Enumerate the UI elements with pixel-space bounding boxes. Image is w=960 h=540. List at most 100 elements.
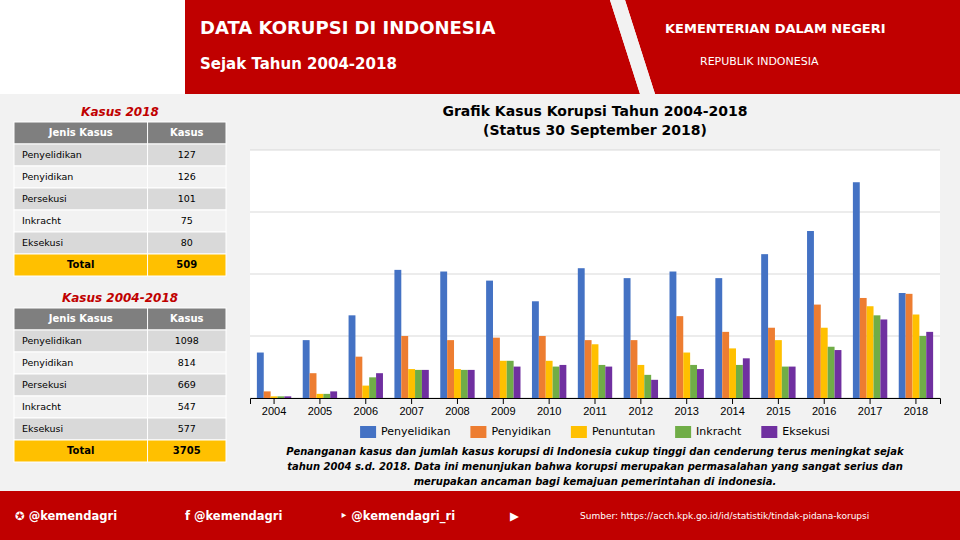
x-tick: 2013 [674,398,698,417]
table: Kasus 2018Jenis KasusKasusPenyelidikan12… [14,105,226,277]
header-subtitle: Sejak Tahun 2004-2018 [200,55,397,73]
table-value: 75 [181,215,193,226]
chart-subtitle: (Status 30 September 2018) [483,122,707,138]
footer-social: ▶ [510,509,519,523]
bar-series [271,306,920,398]
plot-bg [250,150,940,398]
table-label: Total [67,259,94,270]
table-header: Kasus [170,313,204,324]
bar [631,340,638,398]
x-tick-mark [778,398,779,404]
bar [867,306,874,398]
bars [257,182,933,398]
legend-item: Penyelidikan [360,425,450,438]
legend-label: Penyidikan [491,425,551,438]
table-value: 814 [178,357,196,368]
table-header-cell [14,122,226,144]
bar [316,394,323,398]
bar [736,365,743,398]
grid-line [250,150,940,151]
header-bg [0,0,960,94]
bar-series [278,315,927,398]
bar [683,353,690,398]
legend-swatch [675,426,691,438]
x-tick-mark [595,398,596,404]
x-tick: 2004 [262,398,286,417]
table-label: Penyidikan [22,171,73,182]
grid-line [250,212,940,213]
bar [789,367,796,398]
bar [278,396,285,398]
bar-series [264,294,913,398]
table-value: 127 [178,149,196,160]
table-header: Jenis Kasus [48,127,113,138]
table-divider [147,122,148,144]
x-tick: 2007 [399,398,423,417]
bar [828,347,835,398]
bar [271,396,278,398]
table-row [14,188,226,210]
legend-item: Inkracht [675,425,742,438]
legend-label: Penyelidikan [381,425,450,438]
bar [874,315,881,398]
bar [651,380,658,398]
table-value: 3705 [173,445,201,456]
x-tick-label: 2009 [491,405,515,417]
x-tick-mark [640,398,641,404]
legend-swatch [761,426,777,438]
table-value: 509 [176,259,197,270]
table-value: 669 [178,379,196,390]
bar [729,348,736,398]
table-label: Persekusi [22,193,67,204]
bar [768,328,775,398]
chart-title: Grafik Kasus Korupsi Tahun 2004-2018 [442,103,747,119]
bar [761,254,768,398]
bar-series [257,182,906,398]
bar [349,315,356,398]
bar [507,361,514,398]
table-divider [147,440,148,462]
legend-item: Penyidikan [470,425,551,438]
table-label: Eksekusi [22,423,63,434]
x-tick-label: 2006 [354,405,378,417]
table-label: Eksekusi [22,237,63,248]
header-banner [185,0,640,94]
x-tick-mark [503,398,504,404]
x-tick: 2015 [766,398,790,417]
table-value: 1098 [175,335,199,346]
bar [821,328,828,398]
description-text: Penanganan kasus dan jumlah kasus korups… [286,446,905,457]
table-value: 101 [178,193,196,204]
bar [814,305,821,398]
bar [514,367,521,398]
header: DATA KORUPSI DI INDONESIA Sejak Tahun 200… [0,0,960,94]
x-tick-mark [686,398,687,404]
header-banner [625,0,960,94]
grid-line [250,274,940,275]
x-tick: 2017 [858,398,882,417]
legend-swatch [470,426,486,438]
bar [257,353,264,398]
header-title: DATA KORUPSI DI INDONESIA [200,17,496,38]
table-header: Jenis Kasus [48,313,113,324]
table-total-row [14,254,226,276]
x-tick-mark [319,398,320,404]
x-tick-mark [549,398,550,404]
bar [330,391,337,398]
bar [605,367,612,398]
bar [323,394,330,398]
legend-label: Penuntutan [592,425,655,438]
bar [670,272,677,398]
table-row [14,418,226,440]
bar [880,319,887,398]
table-divider [147,254,148,276]
bar [440,272,447,398]
bar [355,357,362,398]
table-divider [147,374,148,396]
x-tick-mark [824,398,825,404]
bar [500,361,507,398]
table-divider [147,166,148,188]
x-tick: 2005 [308,398,332,417]
bar [408,369,415,398]
x-tick: 2006 [354,398,378,417]
